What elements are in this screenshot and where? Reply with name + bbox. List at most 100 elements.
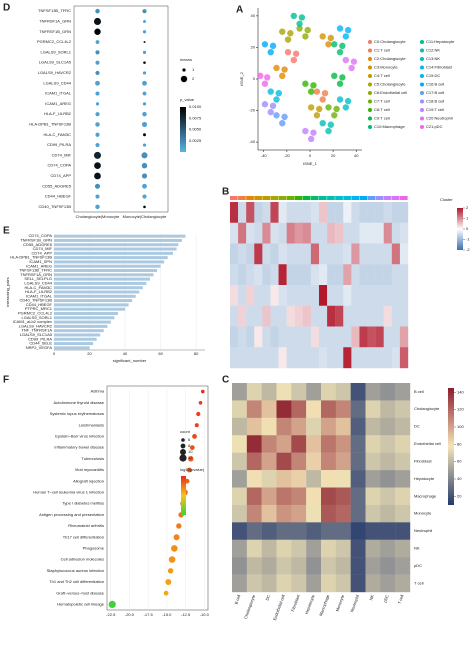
heatmap-cell — [246, 383, 262, 401]
heatmap-cell — [327, 347, 336, 369]
heatmap-cell — [294, 202, 304, 223]
heatmap-cell — [395, 557, 411, 575]
heatmap-cell — [365, 539, 381, 558]
heatmap-cell — [232, 574, 248, 593]
heatmap-cell — [321, 504, 337, 523]
heatmap-cell — [294, 285, 304, 306]
heatmap-cell — [302, 326, 312, 348]
heatmap-cell — [365, 400, 381, 419]
heatmap-cell — [302, 264, 312, 286]
heatmap-cell — [350, 539, 366, 558]
row-label: Neutrophil — [414, 528, 432, 533]
legend-dot — [180, 443, 186, 449]
heatmap-cell — [399, 326, 409, 348]
dot — [142, 80, 147, 86]
legend-swatch — [420, 74, 424, 78]
heatmap-cell — [367, 347, 376, 369]
cluster-bar — [246, 196, 254, 200]
heatmap-cell — [365, 452, 381, 471]
heatmap-cell — [306, 383, 322, 401]
column-label: Fibroblast — [290, 593, 301, 612]
heatmap-cell — [343, 305, 352, 327]
heatmap-cell — [367, 285, 376, 306]
point — [290, 56, 298, 64]
y-tick-label: CD99_PILRA — [28, 336, 52, 341]
point — [273, 112, 280, 119]
legend-swatch — [420, 99, 424, 104]
legend-label: C5:Cholangiocyte — [374, 82, 406, 87]
heatmap-cell — [383, 222, 393, 244]
heatmap-cell — [383, 285, 393, 306]
row-label: CD55_ADGRE5 — [42, 183, 72, 188]
bar — [54, 299, 133, 303]
heatmap-cell — [319, 285, 328, 306]
x-tick-label: 40 — [123, 351, 128, 356]
column-label: pDC — [382, 594, 389, 603]
heatmap-cell — [350, 452, 366, 471]
heatmap-cell — [335, 305, 344, 327]
heatmap-cell — [238, 326, 247, 348]
heatmap-cell — [380, 574, 396, 593]
point — [261, 101, 269, 108]
dot — [198, 401, 203, 405]
y-tick-label: TNFSF13B_TFRC — [19, 268, 52, 273]
heatmap-cell — [261, 417, 277, 436]
y-tick-label: CD74_APP — [32, 250, 53, 255]
y-tick-label: 40 — [251, 13, 256, 18]
point — [302, 33, 309, 40]
legend-label: C8:T cell — [374, 107, 390, 112]
heatmap-cell — [383, 202, 393, 223]
point — [336, 48, 344, 56]
row-label: CD99_PILRA — [47, 142, 71, 147]
colorbar-label: 0.0050 — [189, 127, 202, 132]
heatmap-cell — [291, 522, 307, 540]
heatmap-cell — [350, 400, 366, 419]
heatmap-cell — [306, 470, 322, 488]
point — [281, 66, 288, 73]
heatmap-cell — [302, 305, 312, 327]
y-tick-label: HLA-C_FAM3C — [24, 285, 52, 290]
heatmap-cell — [276, 539, 292, 558]
colorbar-label: 1 — [466, 216, 469, 221]
colorbar-label: 120 — [457, 407, 464, 412]
heatmap-cell — [246, 202, 255, 223]
heatmap-cell — [230, 347, 239, 369]
y-tick-label: LGALS9_CD44 — [24, 280, 52, 285]
heatmap-cell — [321, 522, 337, 540]
dot — [95, 70, 100, 76]
bar — [54, 316, 115, 320]
column-label: NK — [368, 594, 375, 601]
colorbar-label: 60 — [457, 459, 462, 464]
dot — [143, 20, 146, 23]
heatmap-cell — [319, 326, 328, 348]
dot — [94, 183, 101, 189]
heatmap-cell — [399, 305, 409, 327]
heatmap-cell — [359, 347, 368, 369]
heatmap-cell — [302, 202, 312, 223]
heatmap-cell — [230, 202, 239, 223]
heatmap-cell — [383, 243, 393, 265]
row-label: PGRMC2_CCL4L2 — [37, 39, 72, 44]
dot — [95, 122, 100, 127]
point — [281, 113, 288, 121]
column-label: T cell — [397, 594, 405, 605]
row-label: HLA-C_FAM3C — [43, 132, 71, 137]
point — [273, 64, 280, 72]
dot — [142, 143, 147, 147]
heatmap-cell — [306, 435, 322, 453]
dot — [196, 411, 201, 417]
row-label: Macrophage — [414, 493, 437, 498]
column-label: DC — [264, 594, 271, 601]
heatmap-cell — [294, 326, 304, 348]
heatmap-cell — [327, 202, 336, 223]
point — [325, 41, 332, 48]
legend-dot — [182, 68, 186, 72]
heatmap-cell — [306, 400, 322, 419]
point — [342, 56, 350, 64]
heatmap-cell — [254, 243, 263, 265]
heatmap-cell — [232, 557, 248, 575]
dot — [95, 102, 100, 106]
dot — [94, 28, 101, 35]
point — [348, 64, 355, 72]
y-tick-label: Allograft rejection — [73, 478, 104, 483]
